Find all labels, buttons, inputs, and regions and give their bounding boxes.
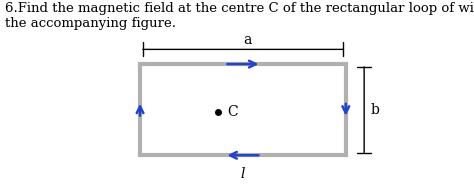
Text: b: b — [371, 103, 380, 117]
Text: l: l — [241, 167, 245, 181]
Text: C: C — [228, 104, 238, 118]
Text: 6.Find the magnetic field at the centre C of the rectangular loop of wire shown : 6.Find the magnetic field at the centre … — [5, 2, 474, 30]
Bar — [140, 64, 346, 155]
Text: a: a — [243, 33, 251, 47]
